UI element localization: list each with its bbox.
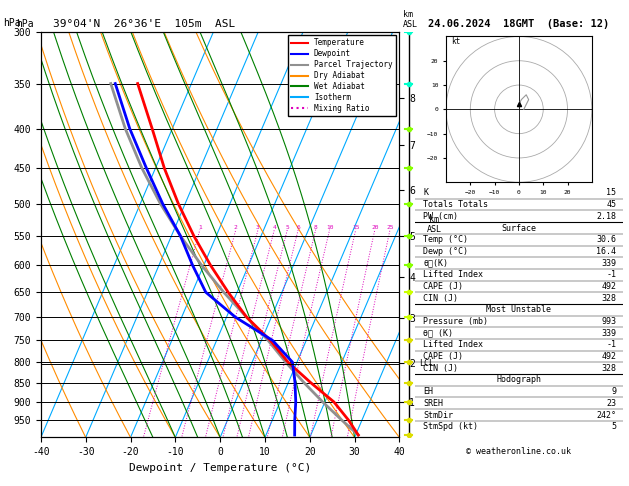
Text: hPa: hPa [16, 19, 33, 29]
Text: 6: 6 [296, 225, 300, 230]
Text: 492: 492 [601, 282, 616, 291]
Text: SREH: SREH [423, 399, 443, 408]
Text: 328: 328 [601, 294, 616, 303]
Text: Most Unstable: Most Unstable [486, 305, 552, 314]
Text: 9: 9 [611, 387, 616, 396]
Legend: Temperature, Dewpoint, Parcel Trajectory, Dry Adiabat, Wet Adiabat, Isotherm, Mi: Temperature, Dewpoint, Parcel Trajectory… [288, 35, 396, 116]
Text: StmSpd (kt): StmSpd (kt) [423, 422, 479, 431]
Text: -1: -1 [606, 340, 616, 349]
Text: 2.18: 2.18 [596, 212, 616, 221]
Text: K: K [423, 189, 428, 197]
Text: 1: 1 [198, 225, 202, 230]
Text: km
ASL: km ASL [403, 10, 418, 29]
Text: StmDir: StmDir [423, 411, 454, 419]
Text: 492: 492 [601, 352, 616, 361]
Y-axis label: km
ASL: km ASL [427, 215, 442, 235]
Text: 25: 25 [386, 225, 394, 230]
Text: PW (cm): PW (cm) [423, 212, 459, 221]
Text: 20: 20 [371, 225, 379, 230]
Text: 339: 339 [601, 259, 616, 268]
Text: CAPE (J): CAPE (J) [423, 282, 464, 291]
Text: CAPE (J): CAPE (J) [423, 352, 464, 361]
Text: © weatheronline.co.uk: © weatheronline.co.uk [467, 447, 571, 456]
Text: 30.6: 30.6 [596, 235, 616, 244]
Text: θᴇ(K): θᴇ(K) [423, 259, 448, 268]
Text: Totals Totals: Totals Totals [423, 200, 489, 209]
Text: 3: 3 [256, 225, 260, 230]
Text: Surface: Surface [501, 224, 537, 232]
Text: kt: kt [451, 37, 460, 46]
Text: 23: 23 [606, 399, 616, 408]
Text: 993: 993 [601, 317, 616, 326]
X-axis label: Dewpoint / Temperature (°C): Dewpoint / Temperature (°C) [129, 463, 311, 473]
Text: 2: 2 [234, 225, 238, 230]
Text: 242°: 242° [596, 411, 616, 419]
Text: 328: 328 [601, 364, 616, 373]
Text: 5: 5 [286, 225, 289, 230]
Text: 15: 15 [352, 225, 359, 230]
Text: 5: 5 [611, 422, 616, 431]
Text: CIN (J): CIN (J) [423, 294, 459, 303]
Text: 339: 339 [601, 329, 616, 338]
Text: Dewp (°C): Dewp (°C) [423, 247, 469, 256]
Text: -1: -1 [606, 270, 616, 279]
Text: 39°04'N  26°36'E  105m  ASL: 39°04'N 26°36'E 105m ASL [53, 19, 236, 29]
Text: Lifted Index: Lifted Index [423, 340, 484, 349]
Text: 10: 10 [326, 225, 333, 230]
Text: Lifted Index: Lifted Index [423, 270, 484, 279]
Text: θᴇ (K): θᴇ (K) [423, 329, 454, 338]
Text: 45: 45 [606, 200, 616, 209]
Y-axis label: hPa: hPa [3, 17, 21, 28]
Text: Pressure (mb): Pressure (mb) [423, 317, 489, 326]
Text: Hodograph: Hodograph [496, 376, 542, 384]
Text: EH: EH [423, 387, 433, 396]
Text: LCL: LCL [419, 359, 434, 368]
Text: 24.06.2024  18GMT  (Base: 12): 24.06.2024 18GMT (Base: 12) [428, 19, 610, 29]
Text: CIN (J): CIN (J) [423, 364, 459, 373]
Text: 8: 8 [314, 225, 318, 230]
Text: Temp (°C): Temp (°C) [423, 235, 469, 244]
Text: 16.4: 16.4 [596, 247, 616, 256]
Text: 4: 4 [272, 225, 276, 230]
Text: 15: 15 [606, 189, 616, 197]
